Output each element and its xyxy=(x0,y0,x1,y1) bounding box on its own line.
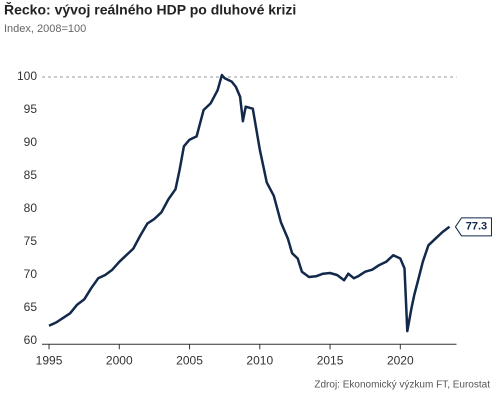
chart-subtitle: Index, 2008=100 xyxy=(4,23,86,35)
y-tick-label: 70 xyxy=(24,267,38,281)
y-tick-label: 60 xyxy=(24,333,38,347)
source-note: Zdroj: Ekonomický výzkum FT, Eurostat xyxy=(314,380,490,391)
x-tick-label: 2015 xyxy=(317,353,344,367)
chart-title: Řecko: vývoj reálného HDP po dluhové kri… xyxy=(4,1,296,18)
y-tick-label: 85 xyxy=(24,168,38,182)
x-tick-label: 2010 xyxy=(246,353,273,367)
end-label: 77.3 xyxy=(466,221,487,233)
y-tick-label: 65 xyxy=(24,300,38,314)
x-tick-label: 2000 xyxy=(106,353,133,367)
y-tick-label: 80 xyxy=(24,201,38,215)
y-tick-label: 95 xyxy=(24,102,38,116)
x-tick-label: 2020 xyxy=(387,353,414,367)
y-tick-label: 100 xyxy=(17,69,37,83)
x-tick-label: 1995 xyxy=(36,353,63,367)
end-label-box xyxy=(454,217,492,237)
y-tick-label: 90 xyxy=(24,135,38,149)
line-series xyxy=(48,73,451,333)
x-tick-label: 2005 xyxy=(176,353,203,367)
y-tick-label: 75 xyxy=(24,234,38,248)
